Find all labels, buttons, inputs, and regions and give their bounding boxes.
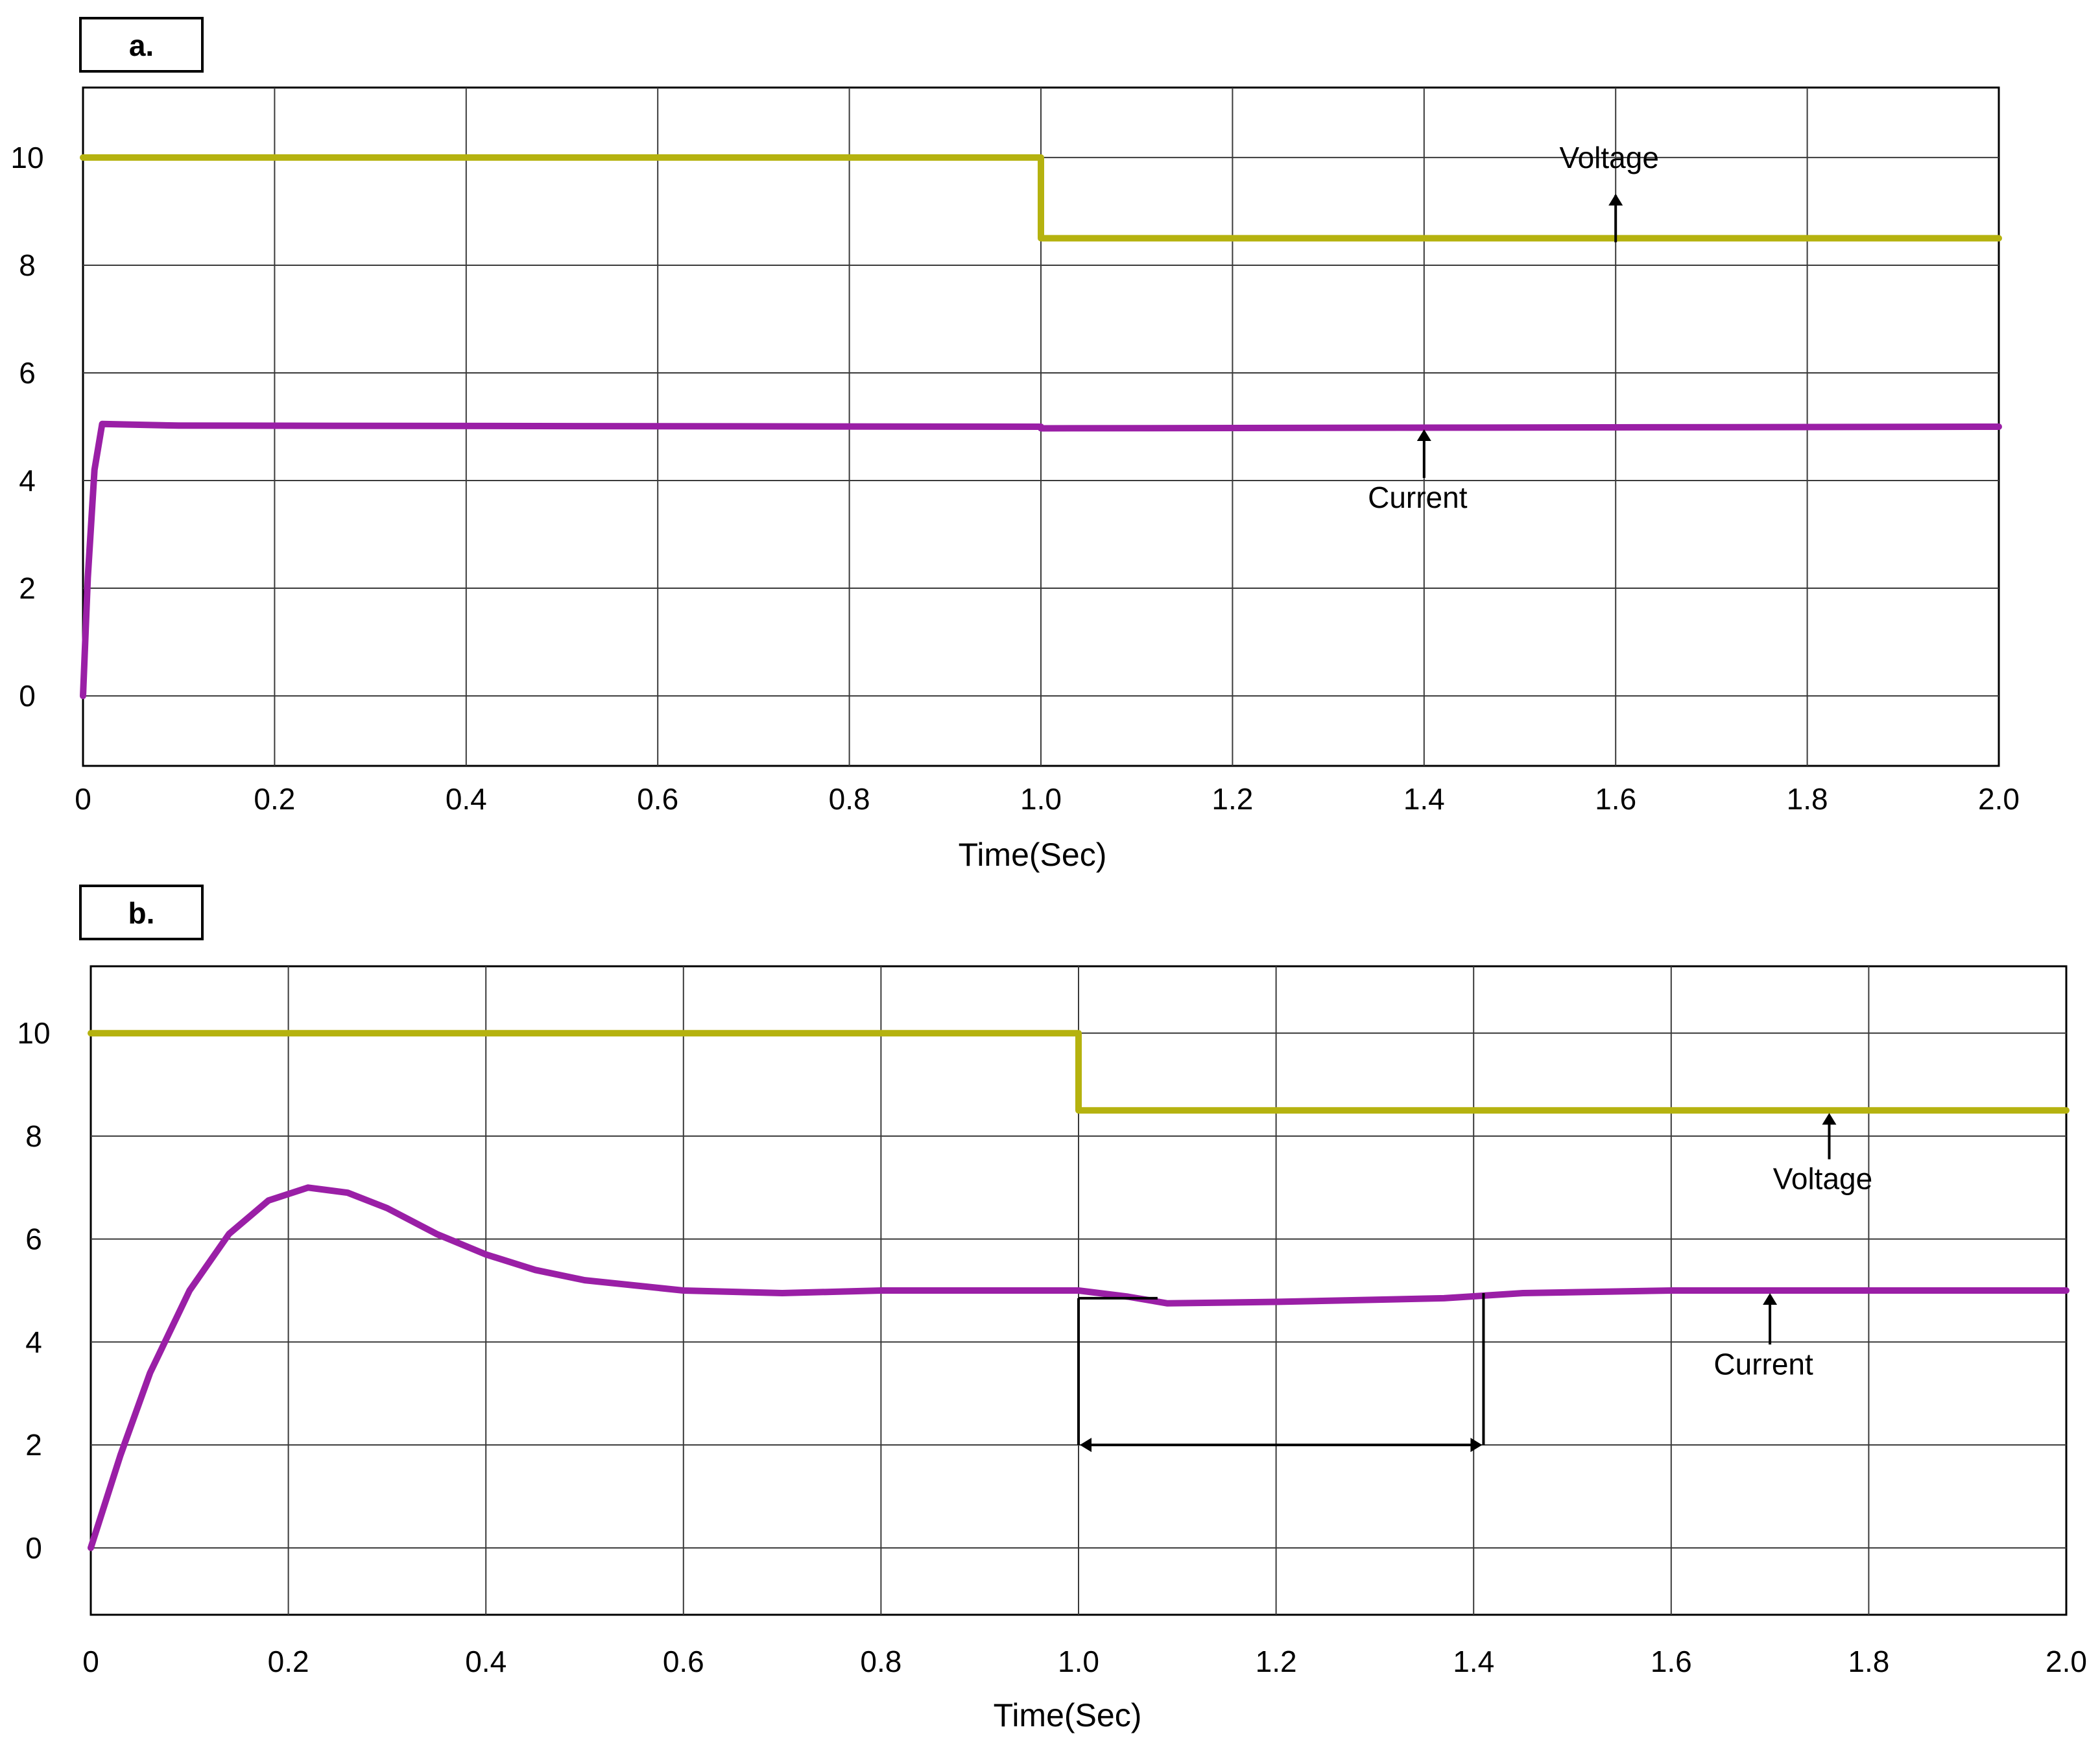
panel-a-series-voltage-line: [80, 154, 2002, 242]
panel-a-y-tick-label: 8: [19, 248, 36, 282]
panel-b-x-tick-label: 1.0: [1058, 1645, 1099, 1678]
panel-b-annotation-current-label: Current: [1713, 1347, 1813, 1381]
panel-b-series-voltage-line: [88, 1030, 2070, 1114]
panel-a-y-tick-label: 2: [19, 571, 36, 605]
panel-a-x-tick-label: 0: [75, 782, 91, 816]
panel-b-y-ticks: 0 2 4 6 8 10: [17, 1016, 50, 1565]
panel-a-annotation-voltage-arrowhead: [1608, 193, 1623, 206]
panel-a: a. Voltage Current 0 0.2 0.4 0.6 0.8 1.0 1.2 1.4…: [10, 17, 2020, 873]
panel-b-x-axis-label: Time(Sec): [994, 1697, 1142, 1733]
panel-b-annotation-current-arrowhead: [1763, 1293, 1778, 1305]
panel-b-x-tick-label: 0: [82, 1645, 99, 1678]
panel-a-annotations: Voltage Current: [1368, 141, 1659, 514]
panel-a-y-ticks: 0 2 4 6 8 10: [10, 141, 43, 713]
panel-b-x-tick-label: 1.4: [1453, 1645, 1494, 1678]
panel-b-x-tick-label: 1.6: [1651, 1645, 1692, 1678]
panel-b-y-tick-label: 10: [17, 1016, 50, 1050]
panel-b-x-tick-label: 0.6: [663, 1645, 704, 1678]
panel-b-y-tick-label: 8: [25, 1119, 42, 1153]
panel-a-x-axis-label: Time(Sec): [959, 837, 1107, 873]
panel-b-x-tick-label: 0.8: [860, 1645, 901, 1678]
panel-a-x-tick-label: 0.4: [446, 782, 487, 816]
panel-b-series: [88, 1030, 2070, 1551]
panel-a-x-tick-label: 0.8: [829, 782, 870, 816]
panel-b-x-tick-label: 1.2: [1256, 1645, 1297, 1678]
panel-b-tag: b.: [128, 896, 155, 930]
panel-b-y-tick-label: 0: [25, 1531, 42, 1565]
panel-a-annotation-voltage-label: Voltage: [1559, 141, 1658, 174]
panel-b-tag-box: [79, 885, 204, 940]
panel-a-y-tick-label: 4: [19, 464, 36, 497]
panel-b-x-tick-label: 1.8: [1848, 1645, 1889, 1678]
panel-a-x-tick-label: 1.4: [1403, 782, 1445, 816]
interval-right-arrowhead: [1470, 1438, 1483, 1453]
panel-a-annotation-current-label: Current: [1368, 481, 1468, 514]
panel-b-annotation-voltage-label: Voltage: [1773, 1162, 1872, 1196]
panel-b-series-current-line: [88, 1184, 2070, 1551]
panel-a-x-tick-label: 1.0: [1020, 782, 1062, 816]
panel-a-y-tick-label: 0: [19, 679, 36, 713]
panel-a-y-tick-label: 6: [19, 356, 36, 390]
interval-left-arrowhead: [1080, 1438, 1092, 1453]
panel-b-x-tick-label: 0.2: [268, 1645, 309, 1678]
panel-b-x-tick-label: 0.4: [465, 1645, 507, 1678]
panel-b-annotation-voltage-arrowhead: [1822, 1113, 1837, 1125]
panel-b: b. Voltage Current 0 0.2 0.4 0.6 0.8 1.0 1.2 1.4…: [17, 885, 2087, 1733]
panel-b-x-tick-label: 2.0: [2046, 1645, 2087, 1678]
panel-a-y-tick-label: 10: [10, 141, 43, 174]
panel-b-interval-marker: [1077, 1292, 1485, 1453]
panel-a-x-tick-label: 1.8: [1787, 782, 1828, 816]
panel-a-x-tick-label: 0.6: [637, 782, 678, 816]
panel-a-x-tick-label: 0.2: [254, 782, 295, 816]
panel-b-y-tick-label: 4: [25, 1325, 42, 1359]
panel-a-x-tick-label: 1.6: [1595, 782, 1636, 816]
panel-b-annotations: Voltage Current: [1713, 1113, 1872, 1381]
panel-a-tag: a.: [129, 29, 154, 62]
panel-a-x-ticks: 0 0.2 0.4 0.6 0.8 1.0 1.2 1.4 1.6 1.8 2.0: [75, 782, 2020, 816]
panel-a-x-tick-label: 2.0: [1978, 782, 2020, 816]
panel-b-x-ticks: 0 0.2 0.4 0.6 0.8 1.0 1.2 1.4 1.6 1.8 2.0: [82, 1645, 2087, 1678]
panel-a-annotation-current-arrowhead: [1416, 429, 1431, 441]
panel-a-tag-box: [79, 17, 204, 73]
panel-b-y-tick-label: 6: [25, 1222, 42, 1256]
panel-a-series-current-line: [80, 420, 2002, 700]
panel-b-y-tick-label: 2: [25, 1428, 42, 1462]
panel-a-x-tick-label: 1.2: [1211, 782, 1253, 816]
panel-a-series: [80, 154, 2002, 700]
